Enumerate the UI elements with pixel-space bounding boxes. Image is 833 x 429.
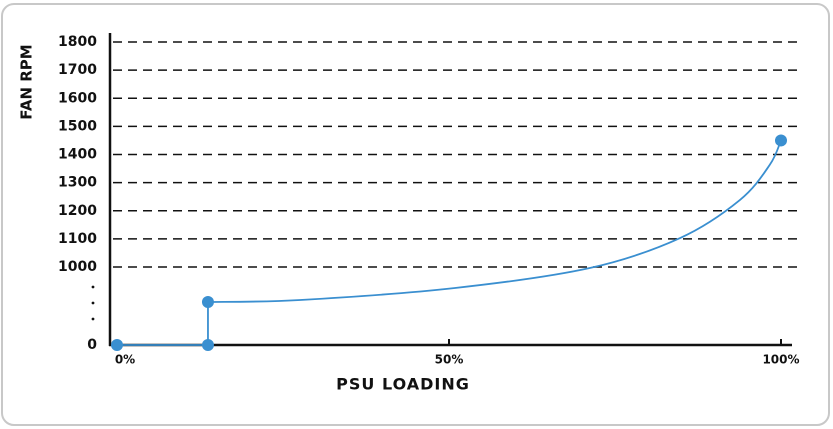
- curve-point: [111, 339, 123, 351]
- y-tick-label: 1300: [58, 175, 97, 191]
- y-axis-label: FAN RPM: [18, 44, 36, 119]
- y-tick-label: 1100: [58, 231, 97, 247]
- y-tick-label: 1700: [58, 62, 97, 78]
- y-tick-label: 1600: [58, 90, 97, 106]
- curve-point: [201, 296, 214, 309]
- y-tick-label: 1800: [58, 34, 97, 50]
- x-tick-label: 100%: [762, 353, 799, 367]
- x-tick-label: 0%: [115, 353, 135, 367]
- fan-curve: [117, 140, 782, 346]
- y-tick-label: 1400: [58, 147, 97, 163]
- y-tick-label: 1000: [58, 259, 97, 275]
- y-tick-label: 1500: [58, 118, 97, 134]
- x-axis-label: PSU LOADING: [336, 375, 470, 394]
- axis-break: [91, 285, 95, 321]
- y-tick-label: 1200: [58, 203, 97, 219]
- curve-point: [201, 339, 214, 351]
- y-tick-label: 0: [87, 337, 97, 353]
- curve-point: [775, 134, 787, 147]
- x-tick-label: 50%: [435, 353, 464, 367]
